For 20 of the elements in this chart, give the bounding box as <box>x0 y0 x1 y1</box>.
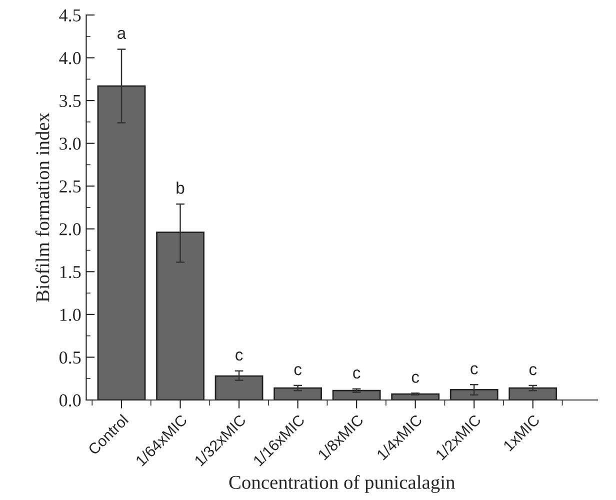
y-axis-title: Biofilm formation index <box>35 112 50 302</box>
annotation: c <box>470 365 478 374</box>
y-tick-label: 0.5 <box>60 351 81 364</box>
annotation: b <box>176 182 184 194</box>
annotation: c <box>294 366 302 376</box>
y-tick-label: 3.0 <box>60 138 81 150</box>
annotation: c <box>236 352 243 361</box>
y-tick-label: 2.0 <box>60 223 81 236</box>
y-tick-label: 3.5 <box>60 94 81 108</box>
annotation: c <box>529 366 537 376</box>
y-tick-label: 0.0 <box>60 394 81 407</box>
y-tick-label: 4.0 <box>59 52 81 64</box>
y-tick-label: 4.5 <box>59 9 81 22</box>
annotation: a <box>118 30 126 39</box>
y-tick-label: 1.0 <box>60 308 81 321</box>
y-tick-label: 1.5 <box>60 266 81 278</box>
y-tick-label: 2.5 <box>60 180 81 193</box>
x-axis-title: Concentration of punicalagin <box>229 475 455 493</box>
annotation: c <box>412 374 420 383</box>
annotation: c <box>353 370 360 379</box>
